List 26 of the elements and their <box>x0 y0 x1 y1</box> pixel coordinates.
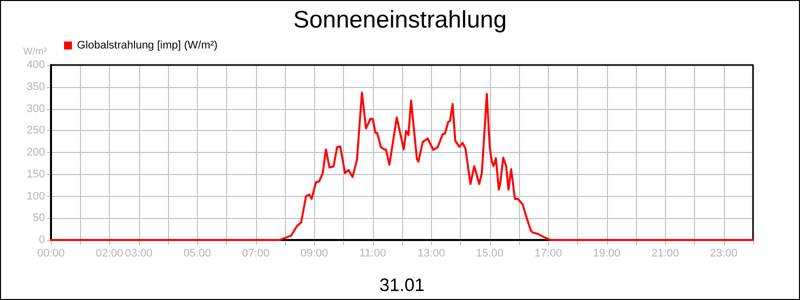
x-tick-label: 11:00 <box>359 248 386 260</box>
y-tick-label: 300 <box>26 102 45 115</box>
chart-title: Sonneneinstrahlung <box>293 6 507 34</box>
y-tick-label: 0 <box>38 234 45 246</box>
x-tick-label: 07:00 <box>242 248 270 260</box>
y-tick-label: 400 <box>26 59 45 71</box>
x-tick-label: 00:00 <box>37 248 65 260</box>
x-axis-title: 31.01 <box>379 275 425 295</box>
x-tick-label: 23:00 <box>710 248 738 260</box>
x-tick-label: 13:00 <box>417 248 446 260</box>
y-tick-label: 250 <box>26 124 45 137</box>
x-tick-label: 02:00 <box>96 248 124 260</box>
legend-label: Globalstrahlung [imp] (W/m²) <box>77 40 218 52</box>
x-tick-label: 17:00 <box>534 248 562 260</box>
x-tick-label: 15:00 <box>476 248 504 260</box>
x-tick-label: 09:00 <box>300 248 328 260</box>
y-tick-label: 100 <box>26 190 45 202</box>
y-tick-label: 50 <box>32 212 45 224</box>
x-tick-label: 03:00 <box>124 248 153 260</box>
y-axis-title: W/m² <box>23 46 48 58</box>
x-tick-label: 05:00 <box>183 248 212 260</box>
y-tick-label: 150 <box>26 168 45 180</box>
y-tick-label: 350 <box>26 80 45 93</box>
x-tick-label: 19:00 <box>592 248 621 260</box>
x-tick-label: 21:00 <box>651 248 680 260</box>
y-tick-label: 200 <box>26 146 45 158</box>
